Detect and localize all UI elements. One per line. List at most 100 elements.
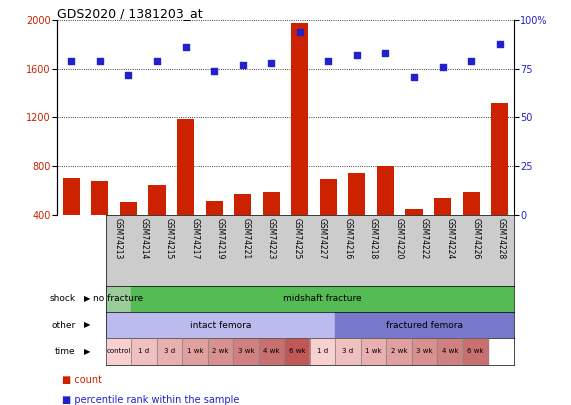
Point — [295, 29, 304, 35]
Bar — [208, 338, 233, 365]
Bar — [182, 338, 208, 365]
Text: GSM74225: GSM74225 — [292, 218, 301, 260]
Text: control: control — [106, 348, 131, 354]
Bar — [361, 338, 387, 365]
Text: 3 wk: 3 wk — [416, 348, 433, 354]
Bar — [120, 202, 137, 215]
Bar — [259, 338, 284, 365]
Text: 3 d: 3 d — [343, 348, 353, 354]
Text: GDS2020 / 1381203_at: GDS2020 / 1381203_at — [57, 7, 203, 20]
Bar — [361, 338, 387, 365]
Text: GSM74218: GSM74218 — [369, 218, 378, 260]
Bar — [434, 198, 451, 215]
Text: other: other — [51, 320, 75, 330]
Bar — [437, 338, 463, 365]
Bar — [412, 338, 437, 365]
Bar — [259, 338, 284, 365]
Bar — [463, 338, 488, 365]
Bar — [106, 338, 131, 365]
Text: 1 d: 1 d — [317, 348, 328, 354]
Text: 4 wk: 4 wk — [442, 348, 459, 354]
Bar — [234, 194, 251, 215]
Bar — [387, 338, 412, 365]
Point — [210, 68, 219, 74]
Point — [495, 40, 504, 47]
Bar — [335, 312, 514, 338]
Bar — [284, 338, 310, 365]
Bar — [131, 338, 156, 365]
Point — [381, 50, 390, 57]
Text: GSM74224: GSM74224 — [445, 218, 455, 260]
Bar — [208, 338, 233, 365]
Bar — [335, 338, 361, 365]
Bar — [491, 103, 508, 215]
Text: ▶: ▶ — [85, 294, 91, 303]
Text: 3 d: 3 d — [164, 348, 175, 354]
Point — [181, 44, 190, 51]
Bar — [291, 23, 308, 215]
Text: ■ percentile rank within the sample: ■ percentile rank within the sample — [62, 395, 239, 405]
Bar — [335, 338, 361, 365]
Bar — [106, 338, 131, 365]
Point — [352, 52, 361, 58]
Point — [438, 64, 447, 70]
Point — [467, 58, 476, 64]
Text: 1 d: 1 d — [138, 348, 150, 354]
Bar — [177, 119, 194, 215]
Text: GSM74220: GSM74220 — [395, 218, 404, 260]
Text: GSM74219: GSM74219 — [216, 218, 225, 260]
Text: 6 wk: 6 wk — [467, 348, 484, 354]
Bar — [463, 338, 488, 365]
Bar — [405, 209, 423, 215]
Text: GSM74223: GSM74223 — [267, 218, 276, 260]
Point — [324, 58, 333, 64]
Text: GSM74222: GSM74222 — [420, 218, 429, 260]
Text: 2 wk: 2 wk — [391, 348, 407, 354]
Text: 3 wk: 3 wk — [238, 348, 254, 354]
Bar — [106, 312, 335, 338]
Bar — [310, 338, 335, 365]
Text: fractured femora: fractured femora — [386, 320, 463, 330]
Bar — [156, 338, 182, 365]
Text: intact femora: intact femora — [190, 320, 251, 330]
Text: GSM74228: GSM74228 — [497, 218, 506, 260]
Text: no fracture: no fracture — [93, 294, 143, 303]
Bar — [377, 166, 394, 215]
Bar — [437, 338, 463, 365]
Text: 4 wk: 4 wk — [263, 348, 280, 354]
Bar — [91, 181, 108, 215]
Point — [124, 71, 133, 78]
Text: midshaft fracture: midshaft fracture — [283, 294, 362, 303]
Text: 6 wk: 6 wk — [289, 348, 305, 354]
Bar — [310, 338, 335, 365]
Bar — [463, 192, 480, 215]
Text: GSM74214: GSM74214 — [139, 218, 148, 260]
Bar — [263, 192, 280, 215]
Point — [67, 58, 76, 64]
Bar — [63, 178, 80, 215]
Point — [409, 73, 419, 80]
Point — [95, 58, 104, 64]
Point — [152, 58, 162, 64]
Text: 1 wk: 1 wk — [187, 348, 203, 354]
Bar — [131, 338, 156, 365]
Bar — [206, 201, 223, 215]
Text: GSM74227: GSM74227 — [318, 218, 327, 260]
Bar — [156, 338, 182, 365]
Bar — [387, 338, 412, 365]
Text: GSM74215: GSM74215 — [165, 218, 174, 260]
Bar — [320, 179, 337, 215]
Text: GSM74216: GSM74216 — [344, 218, 352, 260]
Text: GSM74221: GSM74221 — [242, 218, 251, 260]
Text: time: time — [55, 347, 75, 356]
Text: GSM74226: GSM74226 — [471, 218, 480, 260]
Bar — [412, 338, 437, 365]
Text: ▶: ▶ — [85, 320, 91, 330]
Bar — [348, 173, 365, 215]
Bar — [106, 286, 131, 312]
Text: shock: shock — [50, 294, 75, 303]
Text: 2 wk: 2 wk — [212, 348, 229, 354]
Text: 1 wk: 1 wk — [365, 348, 382, 354]
Text: GSM74213: GSM74213 — [114, 218, 123, 260]
Text: GSM74217: GSM74217 — [191, 218, 199, 260]
